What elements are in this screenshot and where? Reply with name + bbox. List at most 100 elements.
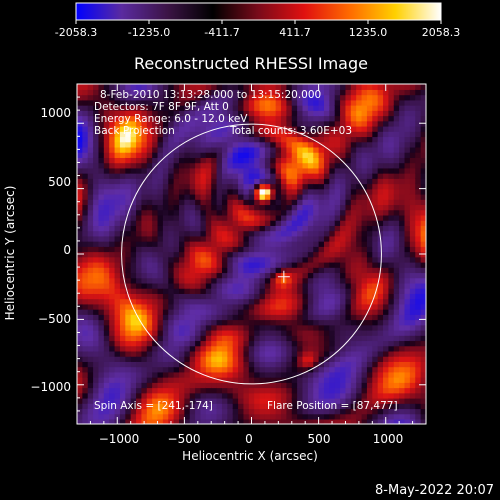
heatmap-cell xyxy=(393,220,400,226)
heatmap-cell xyxy=(173,225,180,232)
heatmap-cell xyxy=(297,204,304,211)
heatmap-cell xyxy=(404,335,411,342)
heatmap-cell xyxy=(168,199,175,206)
heatmap-cell xyxy=(420,387,426,394)
heatmap-cell xyxy=(340,146,347,153)
heatmap-cell xyxy=(189,209,196,216)
heatmap-cell xyxy=(152,382,159,389)
heatmap-cell xyxy=(340,418,347,424)
heatmap-cell xyxy=(146,267,153,274)
heatmap-cell xyxy=(281,267,287,274)
heatmap-cell xyxy=(307,303,314,310)
heatmap-cell xyxy=(179,199,185,206)
heatmap-cell xyxy=(136,110,143,117)
heatmap-cell xyxy=(259,199,266,206)
heatmap-cell xyxy=(146,199,153,206)
heatmap-cell xyxy=(383,99,390,106)
heatmap-cell xyxy=(404,403,411,410)
heatmap-cell xyxy=(291,282,298,289)
heatmap-cell xyxy=(254,356,261,362)
heatmap-cell xyxy=(77,125,83,132)
heatmap-cell xyxy=(189,361,196,368)
heatmap-cell xyxy=(216,366,223,373)
heatmap-cell xyxy=(340,361,347,368)
heatmap-cell xyxy=(195,146,202,153)
heatmap-cell xyxy=(200,267,207,274)
heatmap-cell xyxy=(184,356,191,362)
heatmap-cell xyxy=(87,267,94,274)
heatmap-cell xyxy=(109,356,116,362)
heatmap-cell xyxy=(157,261,164,268)
heatmap-cell xyxy=(152,209,159,216)
heatmap-cell xyxy=(238,214,245,221)
heatmap-cell xyxy=(323,84,330,90)
heatmap-cell xyxy=(195,392,202,399)
heatmap-cell xyxy=(281,146,287,153)
heatmap-cell xyxy=(377,251,384,258)
heatmap-cell xyxy=(409,225,416,232)
heatmap-cell xyxy=(146,314,153,321)
heatmap-cell xyxy=(168,167,175,174)
heatmap-cell xyxy=(157,403,164,410)
heatmap-cell xyxy=(264,303,271,310)
heatmap-cell xyxy=(216,199,223,206)
heatmap-cell xyxy=(361,162,368,169)
heatmap-cell xyxy=(356,193,363,200)
heatmap-cell xyxy=(200,230,207,237)
heatmap-cell xyxy=(103,183,110,190)
heatmap-cell xyxy=(152,157,159,164)
heatmap-cell xyxy=(275,193,282,200)
heatmap-cell xyxy=(318,371,325,378)
heatmap-cell xyxy=(281,214,287,221)
heatmap-cell xyxy=(136,293,143,300)
heatmap-cell xyxy=(173,230,180,237)
heatmap-cell xyxy=(318,199,325,206)
heatmap-cell xyxy=(275,188,282,195)
heatmap-cell xyxy=(114,298,121,305)
heatmap-cell xyxy=(340,193,347,200)
heatmap-cell xyxy=(232,335,239,342)
heatmap-cell xyxy=(103,382,110,389)
heatmap-cell xyxy=(184,136,191,143)
heatmap-cell xyxy=(103,319,110,326)
heatmap-cell xyxy=(281,397,287,404)
heatmap-cell xyxy=(366,183,373,190)
flare-position-label: Flare Position = [87,477] xyxy=(267,400,398,412)
heatmap-cell xyxy=(114,371,121,378)
heatmap-cell xyxy=(340,214,347,221)
heatmap-cell xyxy=(259,293,266,300)
heatmap-cell xyxy=(264,397,271,404)
heatmap-cell xyxy=(232,193,239,200)
heatmap-cell xyxy=(270,183,277,190)
heatmap-cell xyxy=(399,397,406,404)
heatmap-cell xyxy=(361,204,368,211)
heatmap-cell xyxy=(77,340,83,347)
heatmap-cell xyxy=(356,131,363,138)
heatmap-cell xyxy=(243,225,250,232)
heatmap-cell xyxy=(334,408,341,415)
heatmap-cell xyxy=(313,136,320,143)
heatmap-cell xyxy=(361,403,368,410)
heatmap-cell xyxy=(323,314,330,321)
heatmap-cell xyxy=(264,125,271,132)
heatmap-cell xyxy=(297,104,304,111)
heatmap-cell xyxy=(302,267,309,274)
heatmap-cell xyxy=(162,152,169,158)
heatmap-cell xyxy=(286,308,293,315)
heatmap-cell xyxy=(275,319,282,326)
heatmap-cell xyxy=(136,141,143,148)
colorbar-gradient xyxy=(75,2,442,21)
heatmap-cell xyxy=(162,371,169,378)
heatmap-cell xyxy=(259,267,266,274)
heatmap-cell xyxy=(162,89,169,96)
heatmap-cell xyxy=(77,361,83,368)
heatmap-cell xyxy=(93,308,100,315)
heatmap-cell xyxy=(179,99,185,106)
heatmap-cell xyxy=(136,131,143,138)
heatmap-cell xyxy=(205,308,212,315)
heatmap-cell xyxy=(291,209,298,216)
heatmap-cell xyxy=(216,314,223,321)
heatmap-cell xyxy=(93,288,100,294)
heatmap-cell xyxy=(216,418,223,424)
heatmap-cell xyxy=(216,298,223,305)
